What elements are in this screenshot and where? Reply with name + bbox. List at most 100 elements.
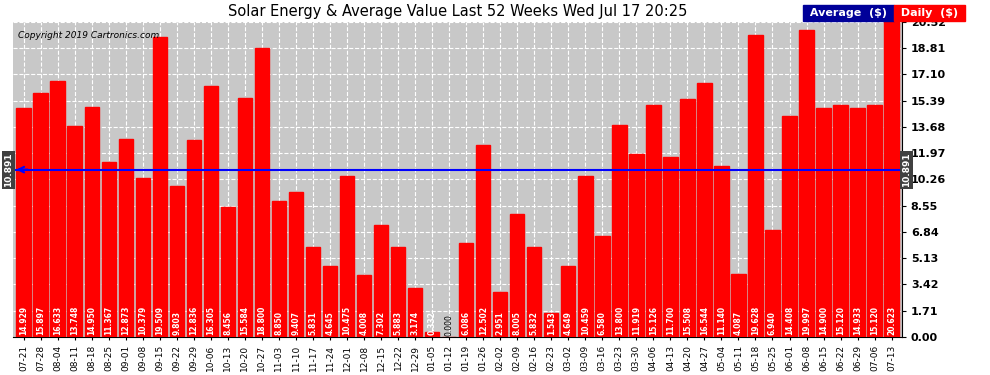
Text: 19.509: 19.509 [155,306,164,334]
Bar [204,87,218,337]
Bar [748,35,762,337]
Text: 18.800: 18.800 [257,305,266,334]
Text: 9.407: 9.407 [291,310,301,334]
Bar [646,105,660,337]
Text: Daily  ($): Daily ($) [897,8,962,18]
Bar [867,105,882,337]
Text: 15.126: 15.126 [648,306,658,334]
Bar [493,292,508,337]
Text: 12.502: 12.502 [479,306,488,334]
Bar [84,107,99,337]
Text: 15.897: 15.897 [37,305,46,334]
Text: 14.950: 14.950 [87,306,96,334]
Text: 10.475: 10.475 [343,306,351,334]
Bar [34,93,48,337]
Bar [544,313,558,337]
Text: 19.997: 19.997 [802,305,811,334]
Text: 1.543: 1.543 [546,311,555,334]
Bar [663,157,677,337]
Text: 5.883: 5.883 [394,310,403,334]
Bar [254,48,269,337]
Bar [67,126,82,337]
Bar [17,108,31,337]
Bar [817,108,831,337]
Bar [765,230,780,337]
Text: 11.367: 11.367 [104,305,113,334]
Text: 15.120: 15.120 [870,306,879,334]
Text: 11.700: 11.700 [666,305,675,334]
Bar [271,201,286,337]
Text: 4.649: 4.649 [563,311,573,334]
Bar [136,177,150,337]
Bar [289,192,303,337]
Text: 6.580: 6.580 [598,311,607,334]
Text: 6.940: 6.940 [768,311,777,334]
Text: 0.332: 0.332 [428,311,437,334]
Bar [561,266,575,337]
Title: Solar Energy & Average Value Last 52 Weeks Wed Jul 17 20:25: Solar Energy & Average Value Last 52 Wee… [228,4,687,19]
Bar [476,145,490,337]
Text: 4.008: 4.008 [359,310,368,334]
Text: 14.408: 14.408 [785,305,794,334]
Bar [425,332,440,337]
Text: 3.174: 3.174 [411,310,420,334]
Bar [527,248,542,337]
Text: 16.544: 16.544 [700,306,709,334]
Bar [221,207,236,337]
Text: 13.748: 13.748 [70,305,79,334]
Text: 19.628: 19.628 [751,305,760,334]
Text: 5.832: 5.832 [530,311,539,334]
Text: 15.584: 15.584 [241,306,249,334]
Text: 8.850: 8.850 [274,310,283,334]
Text: 4.645: 4.645 [326,311,335,334]
Bar [187,140,201,337]
Text: 14.929: 14.929 [19,306,28,334]
Text: 5.831: 5.831 [309,311,318,334]
Text: 4.087: 4.087 [734,310,742,334]
Text: Average  ($): Average ($) [806,8,891,18]
Text: 0.000: 0.000 [445,314,453,336]
Text: 10.459: 10.459 [581,306,590,334]
Bar [374,225,388,337]
Text: 14.933: 14.933 [853,306,862,334]
Text: 11.140: 11.140 [717,306,726,334]
Bar [323,266,338,337]
Text: 15.508: 15.508 [683,306,692,334]
Text: 10.379: 10.379 [139,305,148,334]
Text: 8.456: 8.456 [224,311,233,334]
Text: 10.891: 10.891 [902,152,911,187]
Text: 20.623: 20.623 [887,306,896,334]
Text: Copyright 2019 Cartronics.com: Copyright 2019 Cartronics.com [18,31,159,40]
Bar [459,243,473,337]
Text: 12.836: 12.836 [189,305,198,334]
Bar [697,83,712,337]
Text: 9.803: 9.803 [172,310,181,334]
Bar [680,99,695,337]
Text: 6.086: 6.086 [461,310,470,334]
Text: 7.302: 7.302 [376,310,385,334]
Bar [152,37,167,337]
Text: 10.891: 10.891 [4,152,13,187]
Bar [578,176,593,337]
Bar [732,274,745,337]
Text: 12.873: 12.873 [122,305,131,334]
Text: 14.900: 14.900 [819,306,828,334]
Text: 16.305: 16.305 [206,306,216,334]
Bar [782,116,797,337]
Bar [714,166,729,337]
Bar [169,186,184,337]
Text: 2.951: 2.951 [496,311,505,334]
Bar [629,154,644,337]
Bar [340,176,354,337]
Bar [884,20,899,337]
Text: 13.800: 13.800 [615,305,624,334]
Bar [799,30,814,337]
Bar [102,162,116,337]
Bar [612,125,627,337]
Bar [119,139,133,337]
Bar [595,236,610,337]
Text: 15.120: 15.120 [837,306,845,334]
Text: 8.005: 8.005 [513,311,522,334]
Bar [391,247,405,337]
Bar [850,108,865,337]
